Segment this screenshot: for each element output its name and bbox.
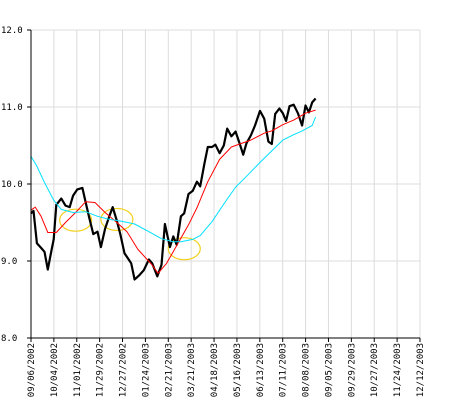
y-tick-label: 11.0 xyxy=(1,103,23,113)
annotation-ellipse-0 xyxy=(59,208,93,232)
x-tick-label: 11/29/2002 xyxy=(96,343,106,397)
y-tick-label: 12.0 xyxy=(1,26,23,36)
x-tick-label: 01/24/2003 xyxy=(141,343,151,397)
grid-lines xyxy=(30,29,421,339)
x-tick-label: 11/01/2002 xyxy=(73,343,83,397)
annotation-ellipse-1 xyxy=(100,207,134,232)
y-tick-label: 9.0 xyxy=(1,257,17,267)
x-tick-label: 06/13/2003 xyxy=(256,343,266,397)
x-tick-label: 08/08/2003 xyxy=(302,343,312,397)
x-tick-label: 11/24/2003 xyxy=(393,343,403,397)
x-tick-labels: 09/06/2002 10/04/2002 11/01/2002 11/29/2002… xyxy=(27,343,426,397)
x-tick-label: 04/18/2003 xyxy=(210,343,220,397)
x-tick-label: 09/29/2003 xyxy=(347,343,357,397)
series-line-0 xyxy=(30,97,317,281)
chart-series xyxy=(30,97,317,281)
y-tick-label: 8.0 xyxy=(1,334,17,344)
x-tick-label: 10/04/2002 xyxy=(50,343,60,397)
x-tick-label: 07/11/2003 xyxy=(279,343,289,397)
x-tick-label: 03/21/2003 xyxy=(187,343,197,397)
x-tick-label: 05/16/2003 xyxy=(233,343,243,397)
annotation-ellipse-2 xyxy=(167,237,201,261)
x-tick-label: 10/27/2003 xyxy=(370,343,380,397)
annotation-ellipses xyxy=(59,207,201,261)
x-tick-label: 12/12/2003 xyxy=(416,343,426,397)
y-tick-label: 10.0 xyxy=(1,180,23,190)
chart-axes xyxy=(27,29,421,342)
x-tick-label: 09/05/2003 xyxy=(324,343,334,397)
x-tick-label: 09/06/2002 xyxy=(27,343,37,397)
x-tick-label: 12/27/2002 xyxy=(119,343,129,397)
series-line-2 xyxy=(30,116,317,243)
y-tick-labels: 8.0 9.0 10.0 11.0 12.0 xyxy=(1,26,23,344)
series-line-1 xyxy=(30,109,316,274)
x-tick-label: 02/21/2003 xyxy=(164,343,174,397)
